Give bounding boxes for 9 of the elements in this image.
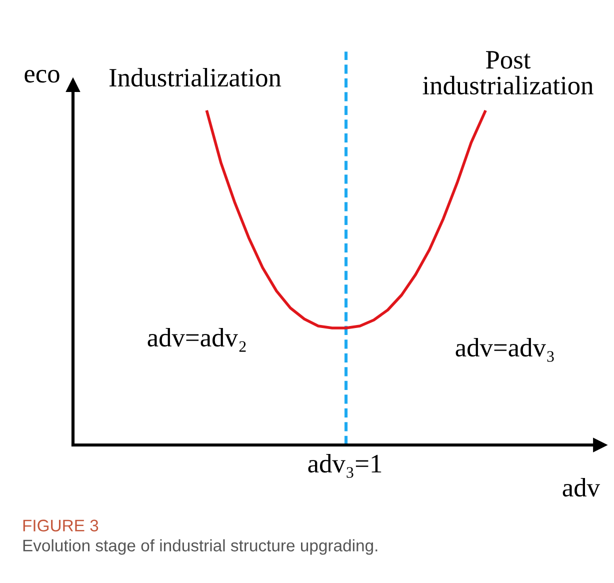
text: eco	[24, 70, 60, 83]
annotation: adv=adv₂	[148, 328, 246, 352]
annotation: adv=adv₃	[456, 338, 554, 362]
caption: FIGURE 3	[23, 520, 98, 532]
text: Industrialization	[109, 68, 282, 87]
x-axis-title: adv	[562, 478, 600, 497]
text: Post industrialization	[422, 51, 594, 94]
text: adv₃=1	[308, 454, 382, 478]
text: Evolution stage of industrial structure upgrading.	[23, 539, 378, 555]
